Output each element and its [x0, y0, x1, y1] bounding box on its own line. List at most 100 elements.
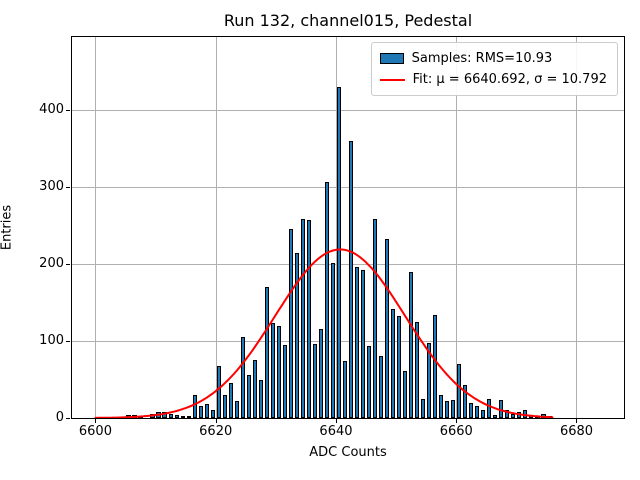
x-tick-label: 6620 — [199, 424, 233, 439]
histogram-bar — [324, 181, 330, 418]
histogram-bar — [397, 316, 402, 418]
legend-fit-line-swatch — [379, 78, 405, 81]
histogram-bar — [481, 410, 486, 418]
histogram-bar — [403, 371, 408, 418]
histogram-bar — [186, 415, 191, 418]
histogram-bar — [168, 414, 173, 418]
histogram-bar — [529, 414, 534, 418]
histogram-bar — [192, 394, 197, 418]
histogram-bar — [457, 364, 462, 418]
histogram-bar — [282, 344, 287, 418]
histogram-bar — [306, 220, 311, 418]
gridline-x — [215, 37, 217, 418]
x-tick — [335, 419, 337, 423]
gridline-y — [72, 110, 624, 112]
x-tick — [456, 419, 458, 423]
histogram-bar — [252, 359, 257, 418]
histogram-bar — [264, 287, 269, 418]
histogram-bar — [300, 219, 305, 418]
y-tick-label: 0 — [55, 410, 64, 425]
histogram-bar — [439, 394, 444, 418]
histogram-bar — [318, 329, 324, 418]
histogram-bar — [354, 267, 360, 418]
histogram-bar — [487, 398, 492, 418]
histogram-bar — [390, 309, 396, 418]
histogram-bar — [475, 406, 480, 418]
plot-area: Samples: RMS=10.93 Fit: μ = 6640.692, σ … — [71, 36, 625, 419]
gridline-x — [456, 37, 458, 418]
histogram-bar — [276, 326, 281, 418]
histogram-bar — [384, 239, 390, 418]
histogram-bar — [246, 374, 251, 418]
histogram-bar — [547, 415, 552, 418]
histogram-bar — [451, 399, 456, 418]
histogram-bar — [336, 87, 342, 418]
chart-title: Run 132, channel015, Pedestal — [223, 11, 473, 30]
gridline-x — [95, 37, 97, 418]
x-tick — [215, 419, 217, 423]
histogram-bar — [228, 383, 233, 418]
y-tick — [66, 264, 70, 266]
histogram-bar — [445, 401, 450, 418]
histogram-bar — [415, 321, 420, 418]
histogram-bar — [216, 365, 221, 418]
histogram-bar — [294, 252, 299, 418]
histogram-bar — [138, 415, 143, 418]
x-tick-label: 6680 — [559, 424, 594, 439]
histogram-bar — [288, 228, 293, 418]
histogram-bar — [541, 414, 546, 418]
histogram-bar — [463, 384, 468, 418]
histogram-bar — [523, 410, 528, 418]
legend-fit-label: Fit: μ = 6640.692, σ = 10.792 — [412, 71, 607, 87]
histogram-bar — [469, 403, 474, 418]
gridline-x — [576, 37, 578, 418]
histogram-bar — [505, 410, 510, 418]
histogram-bar — [330, 262, 336, 418]
x-tick-label: 6660 — [439, 424, 473, 439]
histogram-bar — [234, 401, 239, 418]
histogram-bar — [360, 270, 366, 418]
histogram-bar — [240, 337, 245, 418]
histogram-bar — [180, 415, 185, 418]
gridline-y — [72, 187, 624, 189]
histogram-bar — [372, 219, 378, 418]
histogram-bar — [409, 271, 414, 418]
y-tick — [66, 341, 70, 343]
histogram-bar — [433, 314, 438, 418]
y-tick — [66, 110, 70, 112]
histogram-bar — [366, 345, 372, 418]
histogram-bar — [174, 414, 179, 418]
histogram-bar — [499, 400, 504, 418]
y-tick-label: 400 — [39, 102, 64, 118]
y-tick-label: 100 — [39, 333, 64, 349]
histogram-bar — [535, 415, 540, 418]
histogram-bar — [156, 411, 161, 418]
histogram-bar — [162, 411, 167, 418]
histogram-bar — [421, 398, 426, 418]
histogram-bar — [427, 343, 432, 418]
histogram-bar — [342, 361, 348, 418]
x-tick-label: 6640 — [319, 424, 353, 439]
histogram-bar — [348, 140, 354, 418]
histogram-bar — [222, 394, 227, 418]
y-tick — [66, 187, 70, 189]
histogram-bar — [517, 411, 522, 418]
histogram-bar — [378, 355, 384, 418]
histogram-bar — [204, 404, 209, 418]
histogram-bar — [132, 414, 137, 418]
histogram-bar — [258, 379, 263, 418]
legend-item-fit: Fit: μ = 6640.692, σ = 10.792 — [379, 69, 607, 90]
histogram-bar — [312, 344, 318, 418]
histogram-bar — [210, 410, 215, 418]
y-axis-label: Entries — [0, 204, 15, 251]
gridline-x — [335, 37, 337, 418]
histogram-bar — [511, 414, 516, 418]
legend-samples-swatch — [379, 53, 404, 64]
legend-samples-label: Samples: RMS=10.93 — [411, 50, 553, 66]
histogram-bar — [270, 322, 275, 418]
histogram-bar — [150, 414, 155, 418]
x-tick-label: 6600 — [78, 424, 112, 439]
x-tick — [95, 419, 97, 423]
y-tick — [66, 418, 70, 419]
